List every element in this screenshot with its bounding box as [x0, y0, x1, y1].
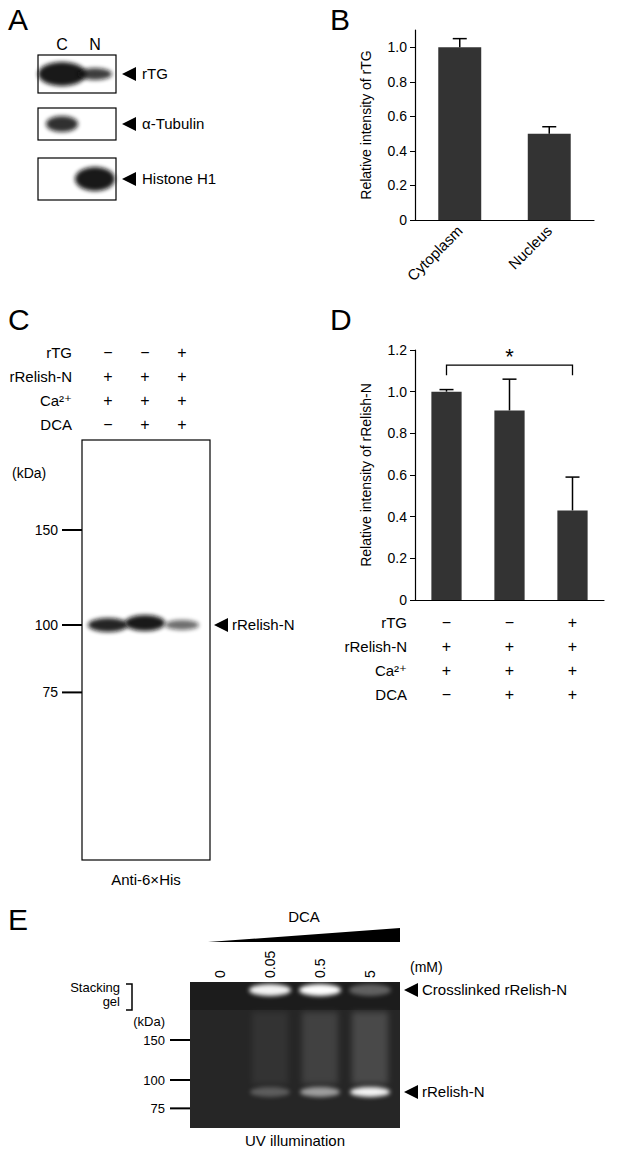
svg-text:0.2: 0.2: [388, 550, 408, 566]
svg-text:rTG: rTG: [142, 65, 168, 82]
svg-text:Histone H1: Histone H1: [142, 170, 216, 187]
svg-text:Cytoplasm: Cytoplasm: [404, 222, 466, 284]
svg-text:1.0: 1.0: [388, 384, 408, 400]
svg-text:−: −: [103, 416, 112, 433]
svg-text:+: +: [505, 638, 514, 655]
svg-text:rRelish-N: rRelish-N: [422, 1083, 485, 1100]
svg-text:+: +: [177, 392, 186, 409]
svg-text:C: C: [56, 36, 68, 53]
svg-text:+: +: [140, 368, 149, 385]
svg-text:N: N: [89, 36, 101, 53]
svg-text:−: −: [103, 344, 112, 361]
svg-text:+: +: [177, 416, 186, 433]
svg-text:rRelish-N: rRelish-N: [344, 638, 407, 655]
svg-text:+: +: [103, 392, 112, 409]
svg-text:0: 0: [212, 970, 228, 978]
svg-text:75: 75: [42, 684, 58, 700]
svg-text:+: +: [103, 368, 112, 385]
svg-text:0: 0: [399, 212, 407, 228]
svg-text:B: B: [330, 3, 350, 36]
svg-text:−: −: [442, 614, 451, 631]
svg-text:−: −: [140, 344, 149, 361]
svg-text:+: +: [177, 368, 186, 385]
svg-text:0.4: 0.4: [388, 143, 408, 159]
svg-text:*: *: [505, 344, 514, 369]
svg-text:0.5: 0.5: [312, 958, 328, 978]
svg-text:+: +: [177, 344, 186, 361]
svg-text:75: 75: [151, 1101, 165, 1116]
svg-text:100: 100: [35, 617, 59, 633]
svg-text:+: +: [568, 638, 577, 655]
svg-text:D: D: [330, 303, 352, 336]
svg-text:(mM): (mM): [410, 959, 443, 975]
svg-text:Crosslinked rRelish-N: Crosslinked rRelish-N: [422, 981, 567, 998]
svg-text:+: +: [568, 662, 577, 679]
svg-text:Relative intensity of rRelish-: Relative intensity of rRelish-N: [358, 383, 374, 567]
svg-text:−: −: [505, 614, 514, 631]
svg-text:0: 0: [399, 592, 407, 608]
svg-text:(kDa): (kDa): [12, 465, 46, 481]
svg-text:gel: gel: [103, 994, 120, 1009]
svg-text:0.4: 0.4: [388, 509, 408, 525]
svg-text:0.8: 0.8: [388, 425, 408, 441]
svg-text:+: +: [568, 686, 577, 703]
svg-text:+: +: [442, 662, 451, 679]
svg-text:Anti-6×His: Anti-6×His: [111, 871, 181, 888]
svg-text:DCA: DCA: [288, 908, 320, 925]
svg-text:−: −: [442, 686, 451, 703]
svg-text:DCA: DCA: [375, 686, 407, 703]
svg-text:Ca²⁺: Ca²⁺: [40, 392, 72, 409]
svg-text:150: 150: [143, 1033, 165, 1048]
svg-text:1.2: 1.2: [388, 342, 408, 358]
svg-text:rRelish-N: rRelish-N: [9, 368, 72, 385]
svg-text:DCA: DCA: [40, 416, 72, 433]
svg-text:α-Tubulin: α-Tubulin: [142, 115, 204, 132]
svg-text:rTG: rTG: [381, 614, 407, 631]
svg-text:UV illumination: UV illumination: [245, 1132, 345, 1149]
svg-text:Relative intensity of rTG: Relative intensity of rTG: [358, 50, 374, 199]
svg-text:+: +: [568, 614, 577, 631]
svg-text:0.05: 0.05: [262, 951, 278, 978]
svg-text:+: +: [140, 416, 149, 433]
svg-text:Ca²⁺: Ca²⁺: [375, 662, 407, 679]
svg-text:100: 100: [143, 1073, 165, 1088]
svg-text:(kDa): (kDa): [133, 1014, 165, 1029]
svg-text:+: +: [505, 686, 514, 703]
svg-text:1.0: 1.0: [388, 39, 408, 55]
svg-text:Stacking: Stacking: [70, 980, 120, 995]
svg-text:E: E: [8, 903, 28, 936]
svg-text:rTG: rTG: [46, 344, 72, 361]
svg-text:0.8: 0.8: [388, 74, 408, 90]
svg-text:+: +: [442, 638, 451, 655]
svg-text:0.2: 0.2: [388, 177, 408, 193]
svg-text:A: A: [8, 3, 28, 36]
svg-text:5: 5: [362, 970, 378, 978]
svg-text:rRelish-N: rRelish-N: [232, 616, 295, 633]
svg-text:0.6: 0.6: [388, 467, 408, 483]
svg-text:0.6: 0.6: [388, 108, 408, 124]
svg-text:150: 150: [35, 522, 59, 538]
svg-text:C: C: [8, 303, 30, 336]
svg-text:Nucleus: Nucleus: [505, 222, 555, 272]
svg-text:+: +: [505, 662, 514, 679]
svg-text:+: +: [140, 392, 149, 409]
